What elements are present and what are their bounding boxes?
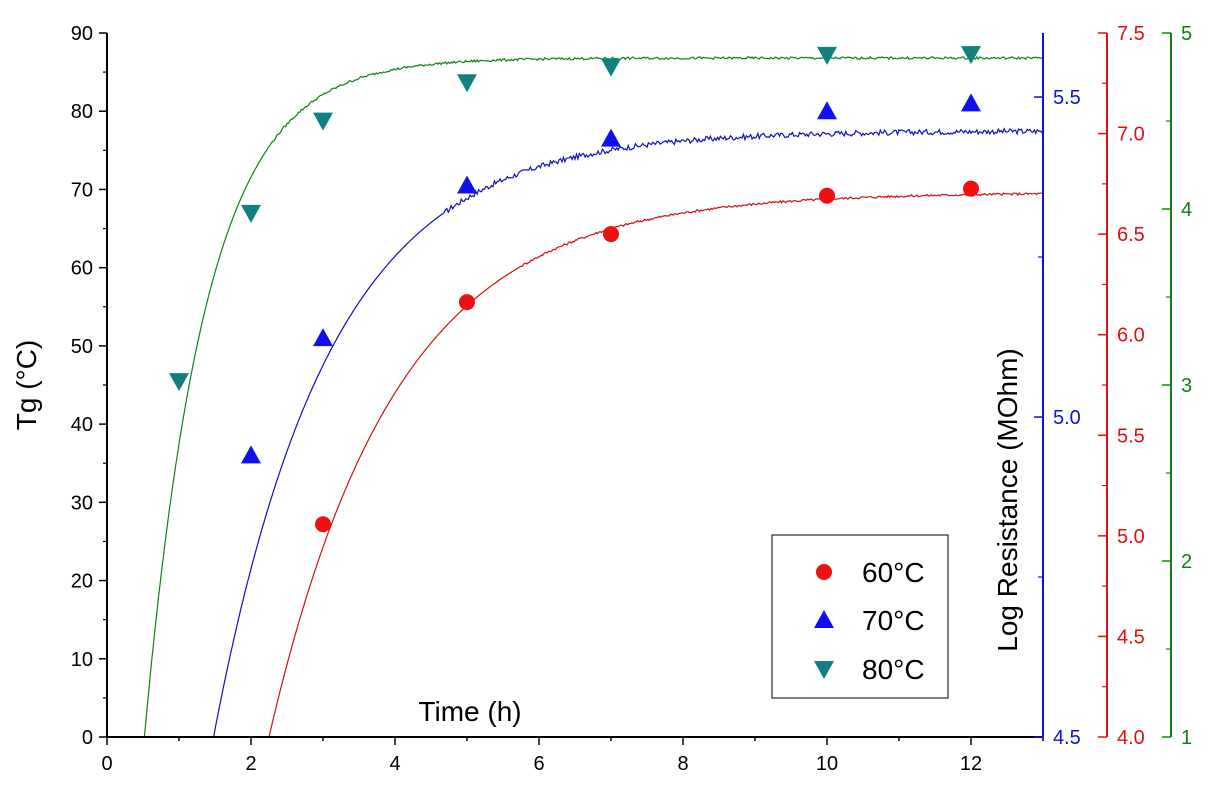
data-point	[313, 328, 333, 347]
data-points	[169, 46, 981, 533]
x-tick-label: 4	[389, 753, 400, 775]
y-tick-label: 0	[82, 727, 93, 749]
data-point	[457, 74, 477, 93]
legend-label: 80°C	[862, 654, 925, 685]
curve-green	[143, 55, 1044, 738]
legend-box	[771, 534, 949, 699]
y-tick-label: 40	[71, 414, 93, 436]
legend-label: 70°C	[862, 605, 925, 636]
x-axis-title: Time (h)	[418, 696, 521, 727]
right-axis-title: Log Resistance (MOhm)	[992, 348, 1023, 651]
legend-label: 60°C	[862, 557, 925, 588]
data-point	[457, 175, 477, 194]
right-tick-label-red: 5.0	[1117, 526, 1145, 548]
right-tick-label-green: 2	[1181, 551, 1192, 573]
right-tick-label-red: 4.0	[1117, 727, 1145, 749]
data-point	[241, 445, 261, 464]
data-point	[313, 112, 333, 131]
data-point	[315, 516, 331, 533]
y-tick-label: 10	[71, 649, 93, 671]
data-point	[601, 128, 621, 147]
y-tick-label: 20	[71, 571, 93, 593]
data-point	[817, 101, 837, 120]
fit-curves	[143, 55, 1044, 738]
right-tick-label-red: 7.0	[1117, 124, 1145, 146]
right-tick-label-red: 7.5	[1117, 23, 1145, 45]
data-point	[817, 46, 837, 65]
right-tick-label-green: 4	[1181, 199, 1192, 221]
data-point	[169, 373, 189, 392]
right-tick-label-blue: 4.5	[1053, 727, 1081, 749]
data-point	[459, 294, 475, 311]
data-point	[961, 46, 981, 65]
y-tick-label: 50	[71, 336, 93, 358]
data-point	[603, 226, 619, 243]
right-tick-label-blue: 5.5	[1053, 87, 1081, 109]
data-point	[601, 58, 621, 77]
legend-marker	[814, 610, 834, 628]
curve-blue	[213, 127, 1044, 738]
right-tick-label-green: 5	[1181, 23, 1192, 45]
data-point	[963, 180, 979, 197]
y-tick-label: 60	[71, 258, 93, 280]
x-tick-label: 8	[677, 753, 688, 775]
y-tick-label: 90	[71, 23, 93, 45]
right-tick-label-red: 6.5	[1117, 224, 1145, 246]
legend-marker	[816, 564, 832, 580]
y-tick-label: 70	[71, 179, 93, 201]
data-point	[819, 187, 835, 204]
curve-red	[268, 192, 1043, 738]
x-tick-label: 6	[533, 753, 544, 775]
data-point	[241, 204, 261, 223]
x-axis: 0 2 4 6 8 10 12	[101, 736, 1044, 775]
legend-marker	[814, 661, 834, 679]
right-y-axes: 4.5 5.0 5.5 4.0 4.5 5.0 5.5 6.0 6.5 7.0 7.5 1 2 3 4 5	[1034, 23, 1192, 749]
right-tick-label-red: 5.5	[1117, 425, 1145, 447]
y-tick-label: 80	[71, 101, 93, 123]
right-tick-label-red: 6.0	[1117, 325, 1145, 347]
right-tick-label-green: 1	[1181, 727, 1192, 749]
y-axis-title: Tg (°C)	[11, 340, 42, 431]
right-tick-label-red: 4.5	[1117, 626, 1145, 648]
x-tick-label: 0	[101, 753, 112, 775]
x-tick-label: 10	[816, 753, 838, 775]
legend: 60°C 70°C 80°C	[771, 534, 949, 699]
left-y-axis: 0 10 20 30 40 50 60 70 80 90	[71, 23, 108, 749]
x-tick-label: 2	[245, 753, 256, 775]
x-tick-label: 12	[960, 753, 982, 775]
y-tick-label: 30	[71, 492, 93, 514]
right-tick-label-green: 3	[1181, 375, 1192, 397]
data-point	[961, 93, 981, 112]
right-tick-label-blue: 5.0	[1053, 407, 1081, 429]
